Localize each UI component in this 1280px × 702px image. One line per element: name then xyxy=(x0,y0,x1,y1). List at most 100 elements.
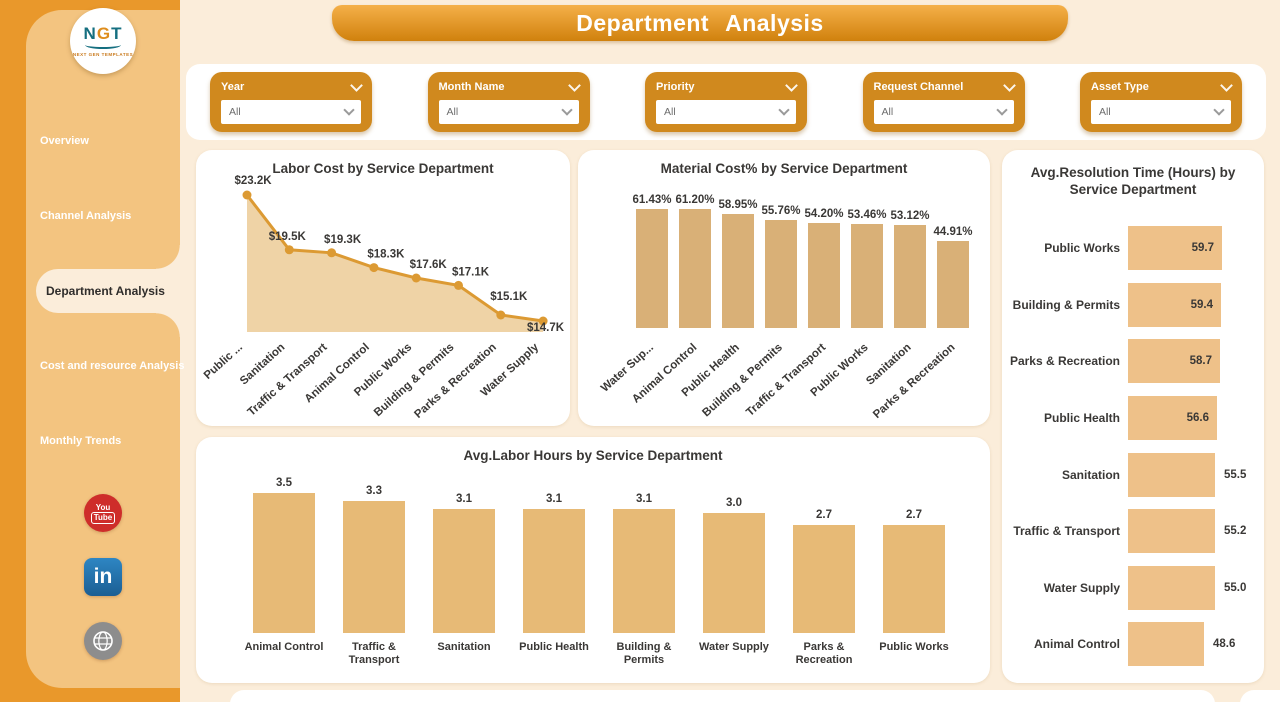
bar[interactable] xyxy=(722,214,754,328)
sidebar-item-department-analysis[interactable]: Department Analysis xyxy=(36,245,180,337)
filter-header[interactable]: Request Channel xyxy=(874,78,1016,93)
labor-cost-card: $23.2K $19.5K $19.3K $18.3K $17.6K $17.1K $15.… xyxy=(196,150,570,426)
data-label: $17.6K xyxy=(410,259,448,271)
bar[interactable] xyxy=(679,209,711,328)
bar-group: 2.7 xyxy=(793,509,855,633)
chevron-down-icon[interactable] xyxy=(1002,78,1016,92)
bar[interactable] xyxy=(808,223,840,328)
website-globe-icon[interactable] xyxy=(84,622,122,660)
filter-priority: Priority All xyxy=(645,72,807,132)
sidebar-item-monthly-trends[interactable]: Monthly Trends xyxy=(26,419,180,463)
chevron-down-icon[interactable] xyxy=(567,78,581,92)
chevron-down-icon[interactable] xyxy=(350,78,363,92)
filter-header[interactable]: Year xyxy=(221,78,363,93)
bar[interactable] xyxy=(765,220,797,328)
bar[interactable] xyxy=(253,493,315,633)
chevron-down-icon[interactable] xyxy=(785,78,798,92)
bar-group: 55.76% xyxy=(761,205,801,328)
data-label: 56.6 xyxy=(1186,412,1209,425)
ngt-logo: NGT NEXT GEN TEMPLATES xyxy=(70,8,136,74)
bar-track: 59.4 xyxy=(1128,282,1254,327)
sidebar-item-label: Overview xyxy=(40,135,89,147)
page-bottom-strip xyxy=(230,690,1215,702)
filter-dropdown[interactable]: All xyxy=(656,100,796,124)
bar-group: 3.1 xyxy=(523,493,585,633)
data-label: 2.7 xyxy=(816,509,832,521)
bar[interactable] xyxy=(1128,339,1220,384)
data-point[interactable] xyxy=(454,280,463,290)
bar-track: 55.5 xyxy=(1128,452,1254,497)
page-title-banner: Department Analysis xyxy=(332,5,1068,41)
bar[interactable] xyxy=(1128,226,1222,271)
data-point[interactable] xyxy=(496,310,506,320)
filter-asset-type: Asset Type All xyxy=(1080,72,1242,132)
bar[interactable] xyxy=(851,224,883,328)
data-label: 2.7 xyxy=(906,509,922,521)
chevron-down-icon xyxy=(560,104,573,116)
chevron-down-icon[interactable] xyxy=(1220,78,1233,92)
chart-title: Avg.Labor Hours by Service Department xyxy=(463,448,723,463)
data-label: 3.1 xyxy=(456,493,472,505)
data-label: 3.3 xyxy=(366,485,382,497)
sidebar-item-cost-and-resource-analysis[interactable]: Cost and resource Analysis xyxy=(26,344,184,388)
data-point[interactable] xyxy=(242,190,252,200)
bar[interactable] xyxy=(883,525,945,633)
bar[interactable] xyxy=(937,241,969,328)
filter-label: Priority xyxy=(656,81,695,93)
bar[interactable] xyxy=(894,225,926,328)
logo-swoosh xyxy=(85,41,121,49)
bar[interactable] xyxy=(433,509,495,633)
bar[interactable] xyxy=(793,525,855,633)
bar-row-animal-control: Animal Control 48.6 xyxy=(1002,616,1254,673)
data-point[interactable] xyxy=(538,316,548,326)
chevron-down-icon xyxy=(343,104,355,116)
youtube-icon[interactable]: You Tube xyxy=(84,494,122,532)
bar[interactable] xyxy=(1128,565,1215,610)
filter-month-name: Month Name All xyxy=(427,72,590,132)
data-point[interactable] xyxy=(284,245,294,255)
bar[interactable] xyxy=(343,501,405,633)
data-point[interactable] xyxy=(369,263,379,273)
bar-track: 59.7 xyxy=(1128,226,1254,271)
resolution-time-card: Avg.Resolution Time (Hours) by Service D… xyxy=(1002,150,1264,683)
axis-label: Building & Permits xyxy=(372,341,456,419)
chevron-down-icon xyxy=(1213,104,1225,116)
data-point[interactable] xyxy=(327,248,337,258)
bar[interactable] xyxy=(613,509,675,633)
filter-dropdown[interactable]: All xyxy=(1091,100,1231,124)
data-label: 53.12% xyxy=(890,210,930,222)
filter-header[interactable]: Month Name xyxy=(439,78,581,93)
filter-dropdown[interactable]: All xyxy=(873,100,1014,124)
data-label: 44.91% xyxy=(933,226,973,238)
bar-group: 58.95% xyxy=(718,199,758,328)
bar[interactable] xyxy=(1128,622,1204,667)
data-label: $19.3K xyxy=(324,234,362,246)
logo-letter: G xyxy=(96,23,112,43)
sidebar-item-overview[interactable]: Overview xyxy=(26,119,180,163)
bar[interactable] xyxy=(1128,396,1217,441)
sidebar-item-channel-analysis[interactable]: Channel Analysis xyxy=(26,194,180,238)
filter-dropdown[interactable]: All xyxy=(438,100,579,124)
filter-header[interactable]: Asset Type xyxy=(1091,78,1233,93)
bar[interactable] xyxy=(703,513,765,633)
logo-subtext: NEXT GEN TEMPLATES xyxy=(72,51,134,57)
chevron-down-icon xyxy=(778,104,790,116)
bar[interactable] xyxy=(1128,282,1221,327)
bar[interactable] xyxy=(1128,509,1215,554)
linkedin-icon[interactable]: in xyxy=(84,558,122,596)
filter-request-channel: Request Channel All xyxy=(862,72,1025,132)
bar-group: 3.0 xyxy=(703,497,765,633)
data-label: 55.2 xyxy=(1224,525,1247,538)
data-label: $18.3K xyxy=(367,249,405,261)
bar-row-public-works: Public Works 59.7 xyxy=(1002,220,1254,277)
bar[interactable] xyxy=(523,509,585,633)
data-point[interactable] xyxy=(411,273,421,283)
bar[interactable] xyxy=(636,209,668,328)
bar-group: 3.3 xyxy=(343,485,405,633)
material-cost-bars: 61.43% 61.20% 58.95% 55.76% 54.20% 53.46% 53.1… xyxy=(632,194,973,328)
filter-dropdown[interactable]: All xyxy=(221,100,361,124)
bar[interactable] xyxy=(1128,452,1215,497)
filter-label: Asset Type xyxy=(1091,81,1149,93)
page-bottom-strip xyxy=(1240,690,1280,702)
filter-header[interactable]: Priority xyxy=(656,78,798,93)
